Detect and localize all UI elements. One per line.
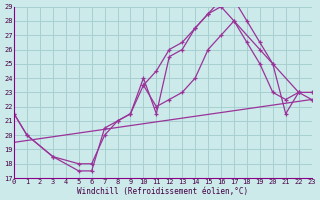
X-axis label: Windchill (Refroidissement éolien,°C): Windchill (Refroidissement éolien,°C) (77, 187, 248, 196)
